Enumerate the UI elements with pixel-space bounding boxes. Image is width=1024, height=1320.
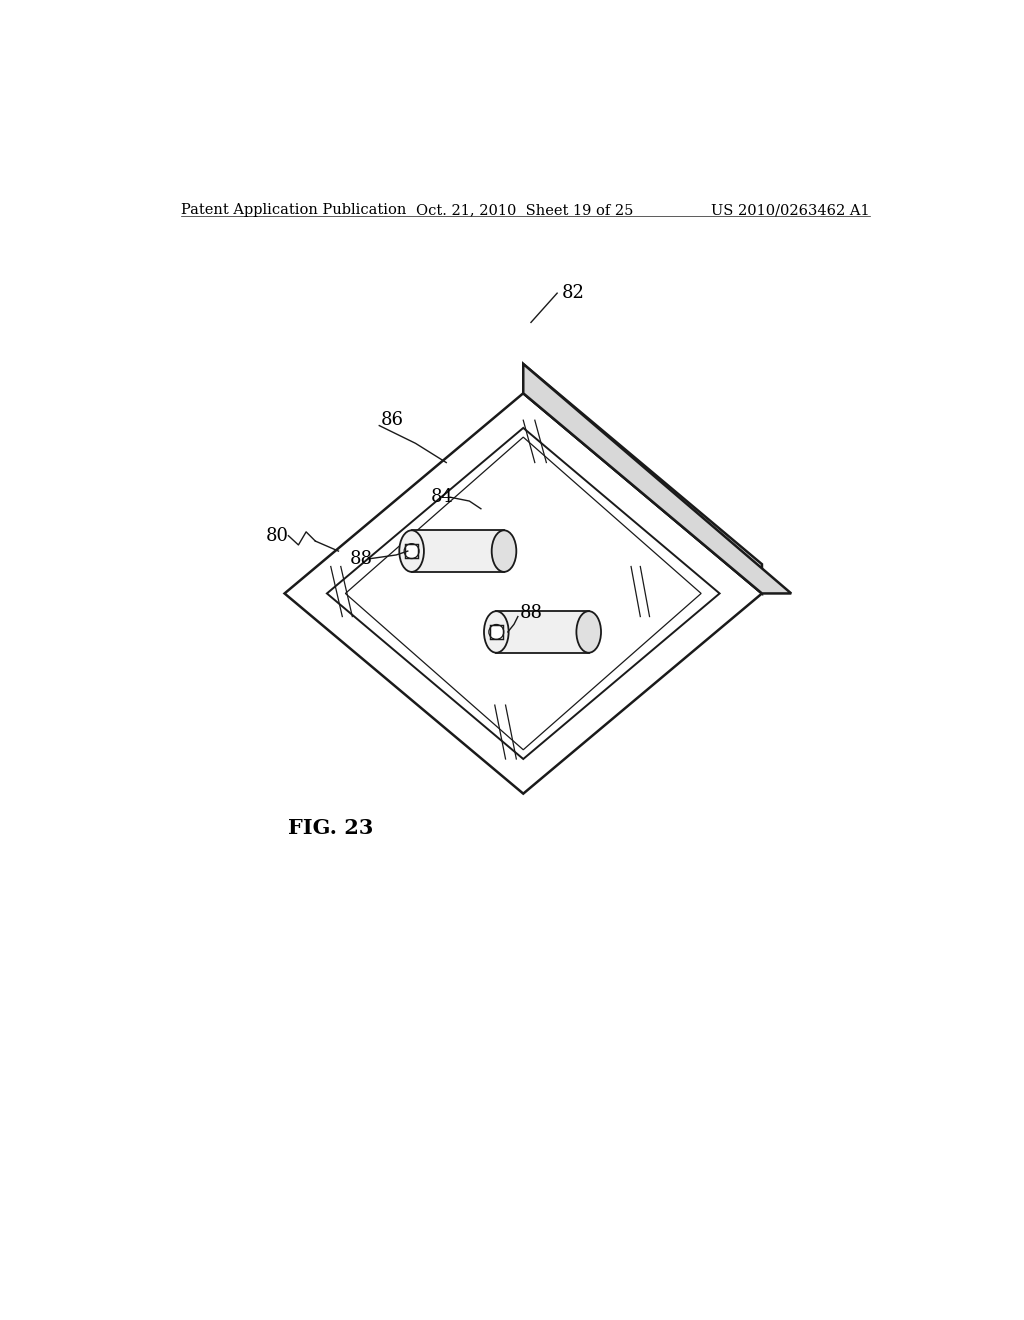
Text: 82: 82 (562, 284, 585, 302)
Bar (497, 611, 589, 653)
Polygon shape (523, 364, 762, 594)
Ellipse shape (492, 531, 516, 572)
Ellipse shape (577, 611, 601, 653)
Text: 84: 84 (431, 488, 454, 506)
Text: Oct. 21, 2010  Sheet 19 of 25: Oct. 21, 2010 Sheet 19 of 25 (416, 203, 634, 216)
Text: FIG. 23: FIG. 23 (289, 818, 374, 838)
Bar (412, 531, 504, 572)
Ellipse shape (399, 531, 424, 572)
Text: US 2010/0263462 A1: US 2010/0263462 A1 (711, 203, 869, 216)
Text: 88: 88 (350, 550, 373, 568)
Text: 86: 86 (381, 412, 403, 429)
Bar (489, 626, 503, 639)
Text: 80: 80 (265, 527, 289, 545)
Bar (404, 544, 419, 558)
Polygon shape (285, 393, 762, 793)
Text: 88: 88 (519, 603, 543, 622)
Polygon shape (523, 364, 792, 594)
Ellipse shape (484, 611, 509, 653)
Polygon shape (327, 428, 720, 759)
Text: Patent Application Publication: Patent Application Publication (180, 203, 406, 216)
